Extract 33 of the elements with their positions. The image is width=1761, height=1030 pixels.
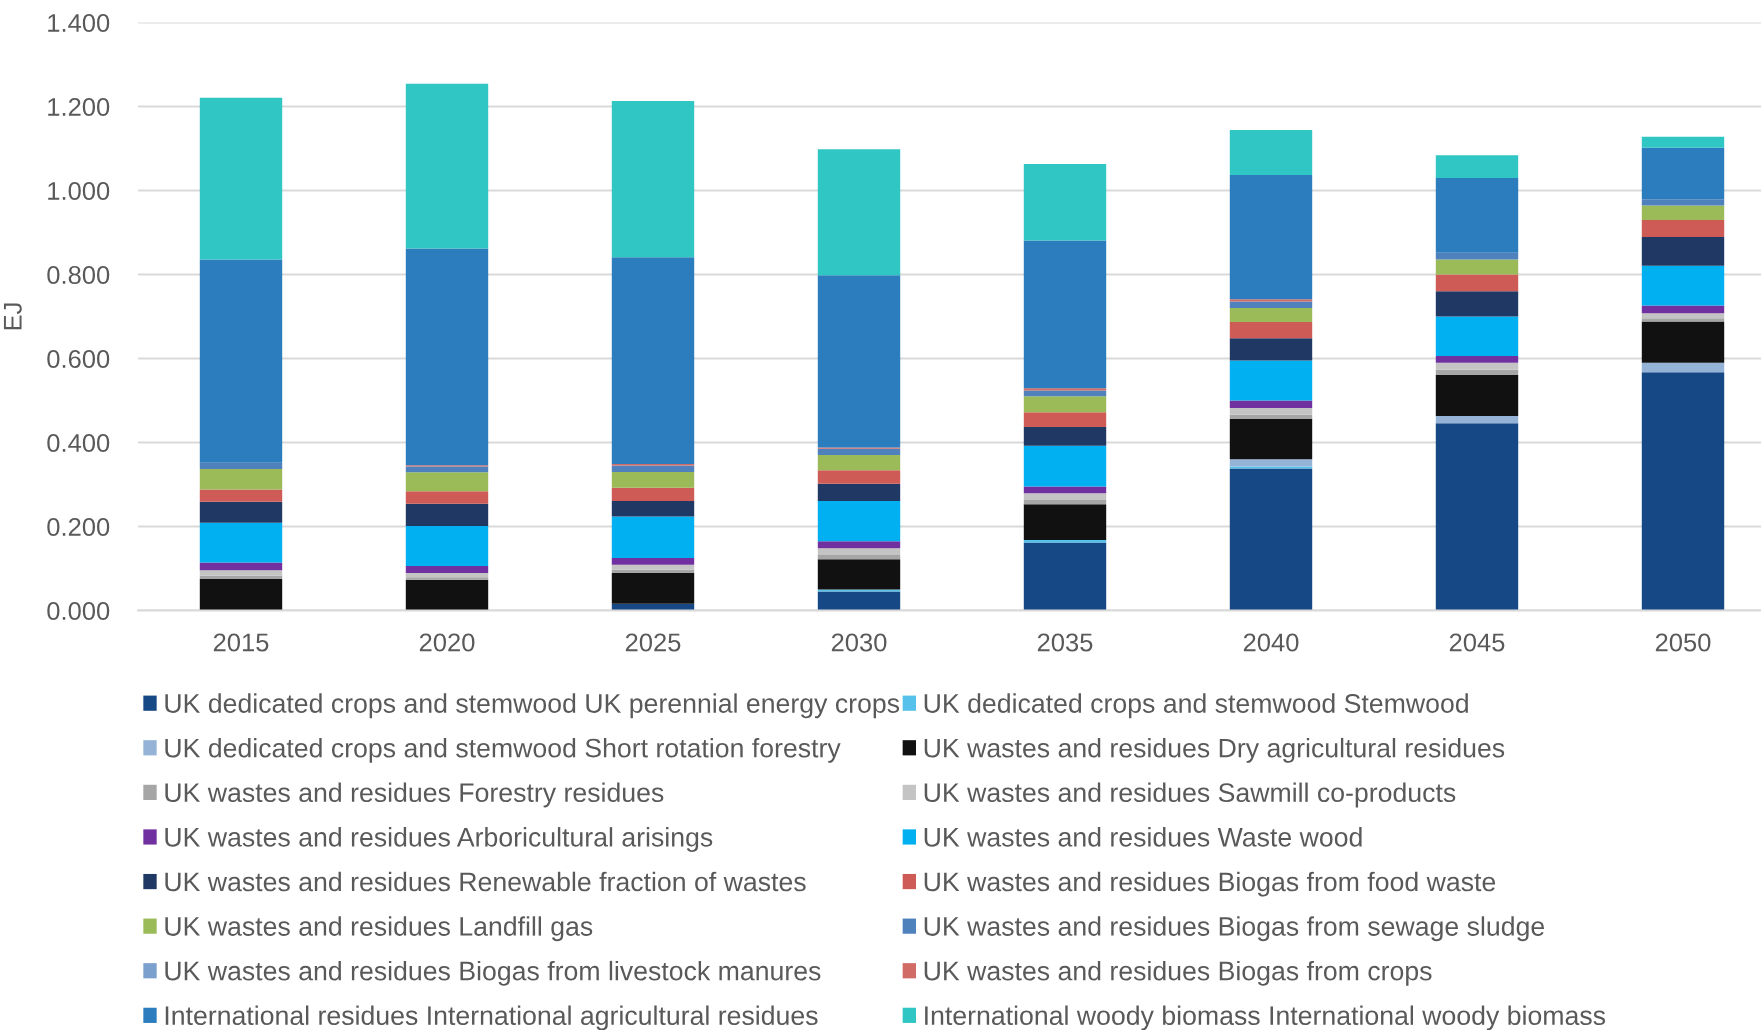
y-tick-label: 1.000 (48, 181, 110, 201)
x-tick-label: 2040 (1243, 633, 1299, 652)
legend-label: UK dedicated crops and stemwood Short rotation forestry (165, 737, 841, 763)
x-tick-label: 2025 (625, 633, 681, 652)
legend-label: International residues International agricultural residues (165, 1005, 818, 1030)
legend-label: UK wastes and residues Biogas from food waste (924, 871, 1496, 897)
x-tick-label: 2045 (1449, 633, 1505, 652)
legend-label: International woody biomass International woody biomass (925, 1005, 1606, 1030)
y-tick-label: 1.400 (48, 13, 110, 33)
y-tick-label: 0.800 (47, 265, 110, 285)
y-axis-title: EJ (3, 303, 22, 330)
legend-label: UK wastes and residues Sawmill co-products (924, 782, 1456, 808)
legend-label: UK wastes and residues Landfill gas (165, 916, 593, 942)
y-tick-label: 0.600 (47, 349, 110, 369)
legend-label: UK wastes and residues Forestry residues (165, 782, 664, 808)
legend-label: UK wastes and residues Biogas from sewage sludge (924, 916, 1545, 942)
x-tick-label: 2050 (1655, 633, 1711, 652)
legend-label: UK wastes and residues Arboricultural arisings (165, 827, 713, 852)
y-tick-label: 1.200 (48, 97, 110, 117)
y-tick-label: 0.400 (47, 433, 110, 453)
legend-label: UK wastes and residues Biogas from livestock manures (165, 960, 821, 986)
x-tick-label: 2015 (213, 633, 269, 652)
legend-label: UK wastes and residues Waste wood (924, 827, 1362, 847)
x-tick-label: 2035 (1037, 633, 1093, 652)
y-tick-label: 0.000 (47, 601, 110, 621)
x-tick-label: 2020 (419, 633, 475, 652)
legend-label: UK wastes and residues Dry agricultural residues (924, 737, 1505, 763)
legend-label: UK wastes and residues Biogas from crops (924, 960, 1432, 986)
y-tick-label: 0.200 (47, 517, 110, 537)
legend-label: UK wastes and residues Renewable fraction of wastes (165, 871, 806, 892)
legend-label: UK dedicated crops and stemwood UK perennial energy crops (165, 693, 900, 719)
x-tick-label: 2030 (831, 633, 887, 652)
legend-label: UK dedicated crops and stemwood Stemwood (924, 693, 1468, 719)
